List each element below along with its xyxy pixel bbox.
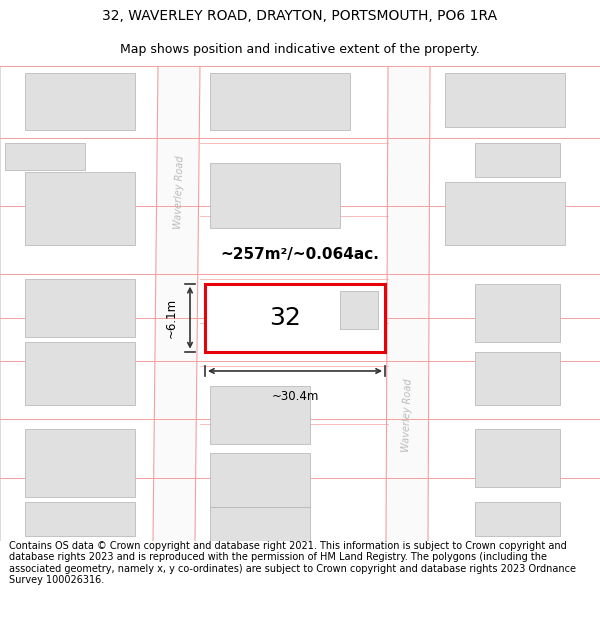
Bar [475, 352, 560, 405]
Polygon shape [386, 66, 430, 541]
Bar [25, 429, 135, 497]
Polygon shape [153, 66, 200, 541]
Bar [475, 284, 560, 342]
Bar [25, 73, 135, 129]
Text: ~257m²/~0.064ac.: ~257m²/~0.064ac. [221, 247, 379, 262]
Text: 32, WAVERLEY ROAD, DRAYTON, PORTSMOUTH, PO6 1RA: 32, WAVERLEY ROAD, DRAYTON, PORTSMOUTH, … [103, 9, 497, 23]
Bar [340, 291, 378, 329]
Bar [475, 143, 560, 177]
Text: ~30.4m: ~30.4m [271, 391, 319, 403]
Bar [475, 429, 560, 488]
Bar [445, 182, 565, 245]
Bar [475, 502, 560, 536]
Bar [5, 143, 85, 171]
Text: ~6.1m: ~6.1m [165, 298, 178, 338]
Bar [210, 73, 350, 129]
Bar [205, 284, 385, 352]
Text: Contains OS data © Crown copyright and database right 2021. This information is : Contains OS data © Crown copyright and d… [9, 541, 576, 586]
Bar [210, 162, 340, 229]
Text: 32: 32 [269, 306, 301, 329]
Bar [25, 342, 135, 405]
Text: Waverley Road: Waverley Road [401, 378, 413, 451]
Bar [445, 73, 565, 127]
Bar [210, 453, 310, 507]
Bar [25, 502, 135, 536]
Bar [25, 173, 135, 245]
Text: Waverley Road: Waverley Road [173, 155, 185, 229]
Bar [210, 386, 310, 444]
Bar [25, 279, 135, 337]
Bar [210, 507, 310, 541]
Text: Map shows position and indicative extent of the property.: Map shows position and indicative extent… [120, 42, 480, 56]
